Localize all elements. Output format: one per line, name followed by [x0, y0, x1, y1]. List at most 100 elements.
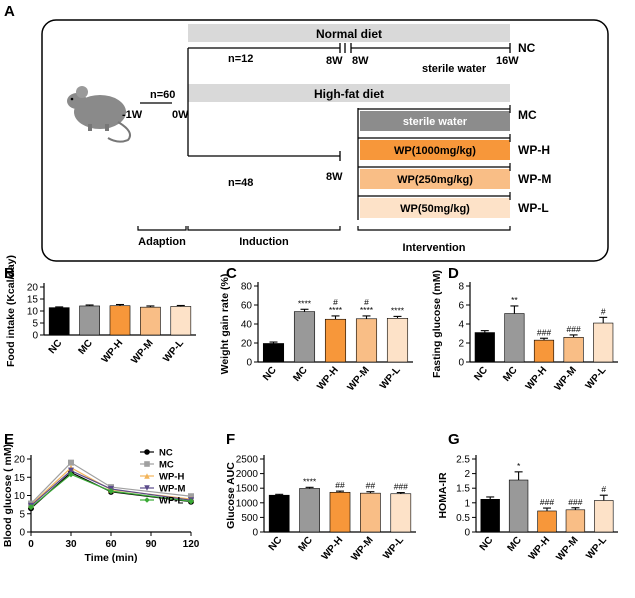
y-tick-label: 20	[14, 455, 26, 466]
phase-brackets	[137, 226, 511, 231]
significance-star: *	[517, 461, 521, 471]
y-axis-label: Blood glucose ( mM)	[2, 444, 14, 547]
y-tick-label: 0	[246, 358, 252, 369]
bar	[79, 305, 100, 336]
bar	[170, 306, 192, 336]
8w-low-label: 8W	[326, 171, 343, 183]
significance-hash: ###	[394, 482, 408, 492]
panel-label-a: A	[4, 3, 15, 20]
bar	[48, 307, 70, 336]
bar	[508, 479, 529, 533]
y-tick-label: 20	[241, 339, 253, 350]
square-marker	[144, 461, 150, 467]
circle-marker	[144, 449, 150, 455]
x-tick-label: NC	[478, 535, 496, 553]
bar	[355, 318, 378, 363]
y-tick-label: 0	[252, 528, 258, 539]
legend-label: WP-L	[159, 496, 183, 507]
series-line-mc	[30, 461, 192, 504]
x-tick-label: 0	[28, 539, 34, 550]
panel-label-d: D	[448, 265, 459, 282]
bar	[386, 317, 409, 363]
square-marker	[68, 459, 74, 466]
y-tick-label: 5	[19, 509, 25, 520]
significance-star: ****	[391, 305, 405, 315]
phase-induction: Induction	[239, 236, 289, 248]
x-tick-label: WP-M	[129, 338, 155, 366]
bar	[262, 343, 285, 363]
y-tick-label: 2500	[236, 455, 259, 466]
zero-w-label: 0W	[172, 109, 189, 121]
x-tick-label: NC	[472, 365, 490, 383]
x-tick-label: MC	[501, 365, 519, 384]
bar	[504, 313, 525, 363]
bar	[563, 336, 584, 363]
y-tick-label: 500	[241, 513, 258, 524]
group-box-wp-l	[360, 198, 510, 218]
minus1w-label: -1W	[122, 109, 143, 121]
8w-top-label: 8W	[326, 55, 343, 67]
y-tick-label: 6	[458, 301, 464, 312]
x-tick-label: WP-H	[315, 365, 341, 393]
y-tick-label: 15	[27, 295, 39, 306]
diamond-marker	[188, 498, 194, 505]
y-tick-label: 0	[19, 528, 25, 539]
y-tick-label: 8	[458, 282, 464, 293]
y-tick-label: 1.5	[456, 484, 470, 495]
significance-hash: ##	[335, 480, 345, 490]
bar	[268, 494, 290, 533]
x-tick-label: MC	[291, 365, 309, 384]
y-tick-label: 2000	[236, 469, 259, 480]
chart-c: 0 20 40 60 80 Weight gain rate (%) NC **** MC ***…	[219, 274, 413, 393]
diamond-marker	[68, 471, 74, 478]
y-tick-label: 2.5	[456, 455, 470, 466]
significance-hash: ###	[568, 497, 582, 507]
bar	[480, 498, 500, 533]
normal-diet-label: Normal diet	[316, 27, 382, 41]
normal-diet-bar	[188, 24, 510, 42]
series-line-wp-m	[30, 469, 192, 507]
x-tick-label: WP-M	[553, 365, 579, 393]
x-tick-label: 60	[105, 539, 117, 550]
bar	[565, 509, 586, 533]
legend-label: MC	[159, 460, 174, 471]
y-axis-label: Food intake (Kcal/day)	[5, 255, 17, 367]
bar	[474, 332, 495, 363]
x-tick-label: WP-L	[584, 365, 609, 392]
group-box-wp-h	[360, 140, 510, 160]
panel-label-e: E	[4, 431, 14, 448]
y-tick-label: 10	[14, 491, 26, 502]
x-tick-label: NC	[47, 338, 65, 356]
group-box-text: WP(250mg/kg)	[397, 174, 473, 186]
x-tick-label: NC	[267, 535, 285, 553]
high-fat-diet-label: High-fat diet	[314, 87, 384, 101]
significance-star: ****	[298, 298, 312, 308]
panel-label-b: B	[4, 265, 15, 282]
x-tick-label: WP-H	[524, 365, 550, 393]
x-tick-label: NC	[261, 365, 279, 383]
x-tick-label: MC	[76, 338, 94, 357]
n12-label: n=12	[228, 53, 253, 65]
bar	[533, 339, 555, 363]
y-tick-label: 20	[27, 283, 39, 294]
group-label-mc: MC	[518, 108, 537, 122]
bar	[593, 322, 614, 363]
x-tick-label: MC	[296, 535, 314, 554]
y-tick-label: 80	[241, 282, 253, 293]
diamond-marker	[108, 488, 114, 495]
y-tick-label: 40	[241, 320, 253, 331]
significance-star: ****	[329, 305, 343, 315]
bar	[293, 311, 316, 363]
bar	[390, 493, 412, 533]
x-tick-label: WP-M	[349, 535, 375, 563]
y-tick-label: 1	[464, 498, 470, 509]
group-label-wp-h: WP-H	[518, 143, 550, 157]
treatment-groups: sterile water MC WP(1000mg/kg) WP-H WP(250mg…	[358, 105, 551, 218]
x-tick-label: WP-L	[161, 338, 186, 365]
bar	[140, 306, 161, 336]
y-tick-label: 0	[464, 528, 470, 539]
